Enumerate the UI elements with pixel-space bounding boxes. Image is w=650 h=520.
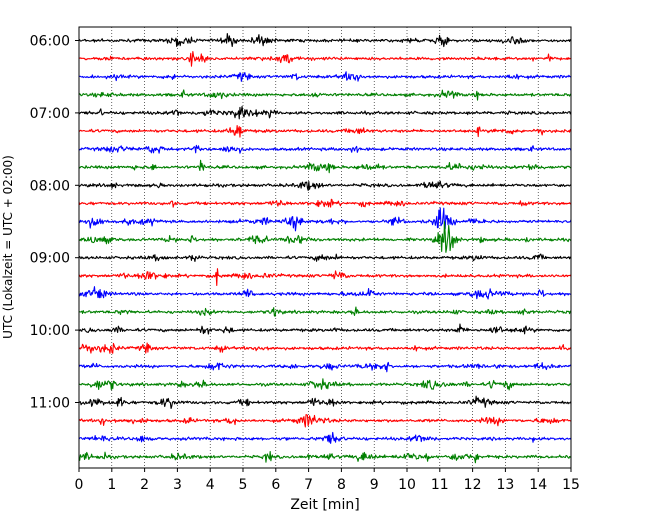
x-tick-label: 1: [107, 477, 116, 493]
trace-line: [78, 71, 572, 82]
x-tick-label: 14: [529, 477, 547, 493]
y-tick-label: 08:00: [30, 178, 70, 194]
x-tick-label: 0: [75, 477, 84, 493]
x-tick-label: 4: [206, 477, 215, 493]
x-tick-label: 10: [398, 477, 416, 493]
trace-layer: [78, 33, 572, 464]
y-tick-label: 07:00: [30, 106, 70, 122]
x-tick-label: 2: [140, 477, 149, 493]
x-tick-label: 15: [562, 477, 580, 493]
plot-frame: [78, 26, 572, 469]
trace-line: [78, 378, 572, 391]
trace-line: [78, 159, 572, 174]
trace-line: [78, 144, 572, 154]
x-tick-label: 5: [239, 477, 248, 493]
trace-line: [78, 451, 572, 464]
trace-line: [78, 395, 572, 409]
trace-line: [78, 105, 572, 120]
y-tick-label: 09:00: [30, 251, 70, 267]
trace-line: [78, 253, 572, 263]
trace-line: [78, 33, 572, 48]
trace-line: [78, 323, 572, 335]
x-tick-label: 8: [337, 477, 346, 493]
trace-line: [78, 414, 572, 428]
trace-line: [78, 342, 572, 354]
trace-line: [78, 286, 572, 300]
x-tick-label: 7: [304, 477, 313, 493]
x-axis: 0 1 2 3 4 5 6 7 8 9 10 11 12 13 14 15: [75, 468, 580, 493]
trace-line: [78, 51, 572, 67]
x-axis-title: Zeit [min]: [290, 497, 359, 513]
y-tick-label: 06:00: [30, 34, 70, 50]
trace-line: [78, 268, 572, 286]
x-tick-label: 3: [173, 477, 182, 493]
trace-line: [78, 125, 572, 138]
trace-line: [78, 198, 572, 208]
trace-line: [78, 431, 572, 444]
y-axis: 06:00 07:00 08:00 09:00 10:00 11:00: [30, 34, 79, 412]
trace-line: [78, 89, 572, 101]
x-tick-label: 9: [370, 477, 379, 493]
x-tick-label: 11: [431, 477, 449, 493]
trace-line: [78, 207, 572, 232]
x-tick-label: 12: [464, 477, 482, 493]
y-tick-label: 10:00: [30, 323, 70, 339]
y-tick-label: 11:00: [30, 396, 70, 412]
trace-line: [78, 361, 572, 373]
y-axis-title: UTC (Lokalzeit = UTC + 02:00): [1, 155, 15, 339]
x-tick-label: 6: [271, 477, 280, 493]
trace-line: [78, 180, 572, 191]
trace-line: [78, 221, 572, 253]
x-tick-label: 13: [496, 477, 514, 493]
trace-line: [78, 306, 572, 317]
